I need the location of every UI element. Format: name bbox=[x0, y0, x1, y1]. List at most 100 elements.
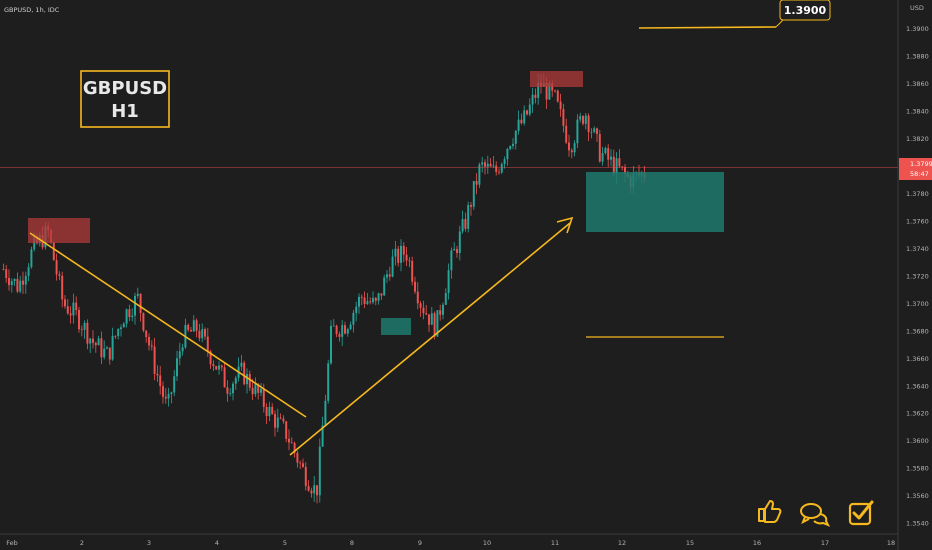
candle-body bbox=[419, 303, 422, 308]
candle-body bbox=[313, 485, 316, 494]
supply-zone-left[interactable] bbox=[28, 218, 90, 243]
candle-body bbox=[562, 109, 565, 126]
candle-body bbox=[537, 82, 540, 98]
candle-body bbox=[559, 101, 562, 110]
price-tick-label: 1.3880 bbox=[906, 53, 929, 61]
candle-body bbox=[153, 346, 156, 374]
candle-body bbox=[579, 116, 582, 120]
candle-body bbox=[192, 320, 195, 332]
candle-body bbox=[380, 293, 383, 296]
up-arrow-line[interactable] bbox=[289, 222, 571, 456]
candle-body bbox=[131, 315, 134, 318]
time-tick-label: 15 bbox=[686, 539, 694, 547]
current-price-value: 1.3799 bbox=[910, 160, 932, 168]
time-tick-label: 3 bbox=[147, 539, 151, 547]
candle-body bbox=[246, 374, 248, 385]
candle-body bbox=[19, 280, 22, 292]
watermark-box bbox=[80, 70, 170, 128]
candle-body bbox=[212, 364, 215, 367]
candle-body bbox=[274, 414, 276, 428]
down-trendline[interactable] bbox=[29, 232, 307, 418]
price-tick-label: 1.3560 bbox=[906, 492, 929, 500]
checkbox-icon[interactable] bbox=[848, 500, 874, 526]
candle-body bbox=[139, 293, 142, 314]
candle-body bbox=[383, 277, 386, 296]
candle-body bbox=[545, 82, 548, 100]
candle-body bbox=[576, 119, 579, 144]
candle-body bbox=[425, 313, 428, 315]
candle-body bbox=[128, 309, 131, 318]
candle-body bbox=[394, 248, 397, 257]
candle-body bbox=[472, 181, 475, 207]
candle-body bbox=[405, 254, 408, 261]
price-tick-label: 1.3760 bbox=[906, 217, 929, 225]
price-tick-label: 1.3600 bbox=[906, 437, 929, 445]
candle-body bbox=[344, 325, 346, 334]
candle-body bbox=[565, 125, 568, 143]
candle-body bbox=[607, 148, 610, 160]
candle-body bbox=[531, 94, 534, 105]
thumbs-up-icon[interactable] bbox=[758, 500, 782, 523]
candle-body bbox=[215, 366, 218, 370]
candle-body bbox=[204, 329, 206, 337]
candle-body bbox=[2, 269, 5, 270]
candle-body bbox=[5, 269, 8, 278]
candle-body bbox=[257, 384, 260, 393]
time-tick-label: 11 bbox=[551, 539, 559, 547]
time-tick-label: 4 bbox=[215, 539, 219, 547]
candle-body bbox=[386, 274, 388, 278]
candle-body bbox=[316, 485, 318, 496]
candle-body bbox=[260, 388, 262, 393]
candle-body bbox=[414, 281, 416, 292]
candle-body bbox=[498, 171, 500, 173]
candle-body bbox=[486, 163, 489, 167]
candle-body bbox=[114, 335, 117, 337]
price-axis-unit: USD bbox=[910, 4, 924, 12]
candle-body bbox=[148, 336, 150, 346]
candle-body bbox=[430, 313, 433, 325]
candle-body bbox=[97, 338, 100, 346]
candle-body bbox=[495, 165, 498, 172]
candle-body bbox=[27, 267, 30, 276]
candle-body bbox=[481, 162, 484, 165]
time-axis[interactable]: Feb 2 3 4 5 8 9 10 11 12 15 16 17 18 bbox=[6, 539, 895, 547]
price-tick-label: 1.3780 bbox=[906, 190, 929, 198]
candle-body bbox=[587, 115, 590, 133]
candle-body bbox=[170, 392, 173, 394]
time-tick-label: 2 bbox=[80, 539, 84, 547]
candle-body bbox=[428, 314, 430, 325]
candle-body bbox=[470, 205, 472, 207]
price-tick-label: 1.3540 bbox=[906, 520, 929, 528]
candle-body bbox=[590, 131, 593, 133]
candle-body bbox=[526, 110, 528, 115]
target-line[interactable] bbox=[638, 26, 777, 29]
candle-body bbox=[327, 363, 330, 401]
price-tick-label: 1.3580 bbox=[906, 465, 929, 473]
candle-body bbox=[453, 248, 456, 251]
candle-body bbox=[262, 388, 265, 408]
candle-body bbox=[528, 104, 531, 115]
price-tick-label: 1.3620 bbox=[906, 410, 929, 418]
demand-zone-small[interactable] bbox=[381, 318, 411, 335]
candle-body bbox=[240, 362, 243, 367]
candle-body bbox=[55, 260, 58, 275]
current-price-box bbox=[899, 158, 932, 180]
candle-body bbox=[332, 325, 335, 327]
candle-body bbox=[248, 374, 251, 388]
supply-zone-top[interactable] bbox=[530, 71, 583, 87]
comments-icon[interactable] bbox=[800, 503, 831, 527]
candle-body bbox=[285, 421, 288, 439]
up-arrow-head bbox=[556, 216, 574, 234]
candle-body bbox=[159, 375, 162, 387]
candle-body bbox=[69, 313, 72, 316]
price-tick-label: 1.3660 bbox=[906, 355, 929, 363]
candle-body bbox=[509, 146, 512, 149]
price-tick-label: 1.3640 bbox=[906, 382, 929, 390]
candle-body bbox=[176, 358, 178, 377]
demand-zone-large[interactable] bbox=[586, 172, 724, 232]
candle-body bbox=[458, 231, 461, 253]
candle-body bbox=[10, 281, 13, 285]
target-label-box[interactable] bbox=[779, 0, 831, 21]
